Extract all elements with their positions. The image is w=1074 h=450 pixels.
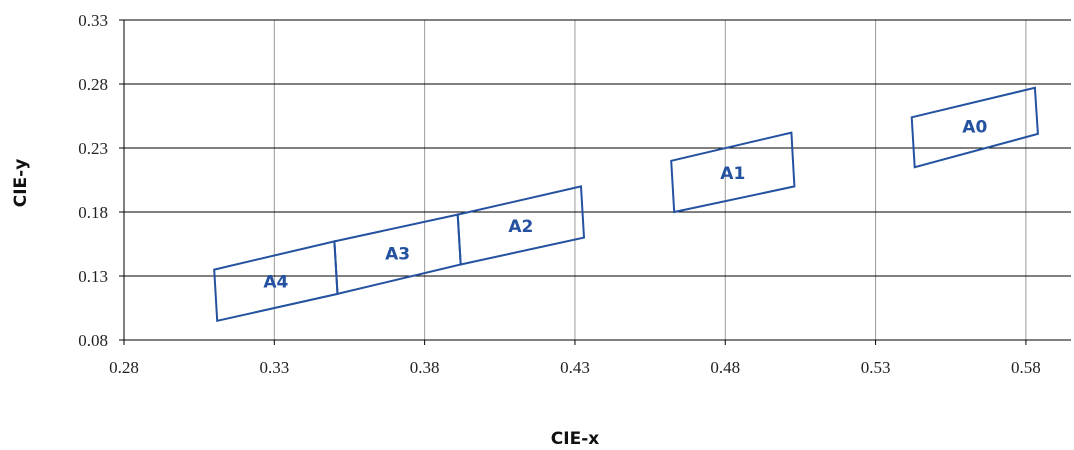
region-a0-label: A0 — [962, 118, 987, 138]
y-tick-label: 0.18 — [78, 203, 108, 222]
region-a0-outline — [910, 86, 1039, 169]
y-axis-title: CIE-y — [11, 159, 31, 208]
x-tick-label: 0.58 — [1011, 358, 1041, 377]
bin-regions: A0 A1 A2 A3 A4 — [213, 86, 1039, 323]
x-tick-label: 0.38 — [410, 358, 440, 377]
region-a1-label: A1 — [720, 164, 745, 184]
y-tick-label: 0.08 — [78, 331, 108, 350]
axes — [119, 19, 1071, 345]
x-tick-label: 0.33 — [259, 358, 289, 377]
region-a1-outline — [670, 131, 796, 214]
region-a4-outline — [213, 240, 339, 323]
y-tick-label: 0.13 — [78, 267, 108, 286]
x-tick-label: 0.48 — [710, 358, 740, 377]
x-tick-label: 0.43 — [560, 358, 590, 377]
y-tick-label: 0.23 — [78, 139, 108, 158]
x-tick-label: 0.28 — [109, 358, 139, 377]
region-a4-label: A4 — [263, 272, 288, 292]
x-tick-label: 0.53 — [861, 358, 891, 377]
tick-labels: 0.28 0.33 0.38 0.43 0.48 0.53 0.58 0.08 0.13 0.18… — [78, 11, 1041, 377]
y-tick-label: 0.33 — [78, 11, 108, 30]
region-a3-label: A3 — [385, 245, 410, 265]
y-tick-label: 0.28 — [78, 75, 108, 94]
region-a2-label: A2 — [508, 217, 533, 237]
x-axis-title: CIE-x — [551, 429, 599, 449]
